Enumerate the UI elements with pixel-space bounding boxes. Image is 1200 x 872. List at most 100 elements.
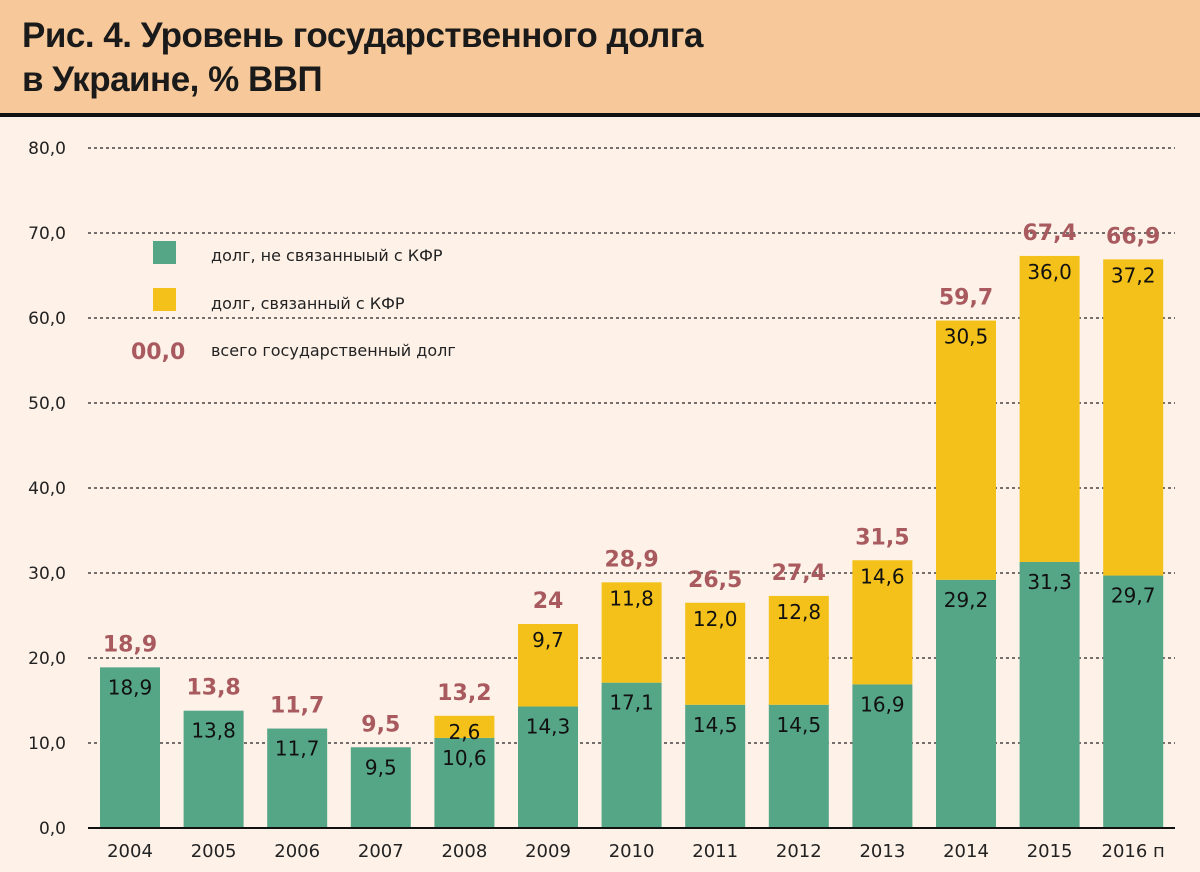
y-tick-label: 10,0 bbox=[28, 734, 66, 754]
total-label: 59,7 bbox=[939, 286, 993, 311]
bar-segment-non-kfr bbox=[350, 747, 411, 828]
y-tick-label: 0,0 bbox=[39, 819, 66, 839]
total-label: 27,4 bbox=[772, 561, 826, 586]
bar-segment-non-kfr bbox=[100, 667, 160, 828]
bar-segment-non-kfr bbox=[768, 704, 829, 828]
bar-segment-non-kfr bbox=[1103, 575, 1164, 828]
segment-label-non-kfr: 18,9 bbox=[108, 675, 153, 699]
total-label: 13,8 bbox=[186, 676, 240, 701]
bar-segment-kfr bbox=[852, 560, 913, 685]
x-tick-label: 2016 п bbox=[1102, 841, 1165, 862]
x-tick-label: 2015 bbox=[1027, 841, 1073, 862]
segment-label-kfr: 9,7 bbox=[532, 628, 564, 652]
y-tick-label: 70,0 bbox=[28, 224, 66, 244]
title-line-1: Рис. 4. Уровень государственного долга bbox=[22, 16, 703, 55]
bar-group-2013: 16,9 14,6 31,5 bbox=[852, 525, 913, 828]
bar-segment-kfr bbox=[685, 602, 746, 705]
y-tick-label: 50,0 bbox=[28, 394, 66, 414]
x-tick-label: 2004 bbox=[107, 841, 153, 862]
total-label: 28,9 bbox=[604, 547, 658, 572]
bar-group-2011: 14,5 12,0 26,5 bbox=[685, 568, 746, 828]
x-tick-label: 2013 bbox=[859, 841, 905, 862]
bar-group-2009: 14,3 9,7 24 bbox=[518, 589, 578, 828]
segment-label-non-kfr: 13,8 bbox=[191, 719, 236, 743]
y-tick-label: 20,0 bbox=[28, 649, 66, 669]
bar-segment-non-kfr bbox=[183, 710, 244, 828]
segment-label-non-kfr: 14,3 bbox=[526, 714, 571, 738]
total-label: 11,7 bbox=[270, 694, 324, 719]
legend: долг, не связанныый с КФР долг, связанны… bbox=[131, 241, 456, 365]
segment-label-kfr: 37,2 bbox=[1111, 263, 1156, 287]
segment-label-non-kfr: 9,5 bbox=[365, 755, 397, 779]
bar-group-2008: 10,62,6 13,2 bbox=[434, 681, 495, 828]
bar-group-2012: 14,5 12,8 27,4 bbox=[768, 561, 829, 828]
segment-label-non-kfr: 17,1 bbox=[609, 691, 654, 715]
segment-label-non-kfr: 11,7 bbox=[275, 737, 320, 761]
x-tick-label: 2014 bbox=[943, 841, 989, 862]
segment-label-kfr: 2,6 bbox=[448, 720, 480, 744]
legend-label-non-kfr: долг, не связанныый с КФР bbox=[211, 246, 443, 265]
legend-sample-total: 00,0 bbox=[131, 340, 185, 365]
bar-segment-non-kfr bbox=[936, 579, 996, 828]
bar-group-2010: 17,1 11,8 28,9 bbox=[601, 547, 662, 828]
segment-label-kfr: 12,8 bbox=[777, 600, 822, 624]
total-label: 66,9 bbox=[1106, 224, 1160, 249]
bar-segment-kfr bbox=[434, 715, 495, 738]
y-tick-label: 60,0 bbox=[28, 309, 66, 329]
bar-group-2016-п: 29,7 37,2 66,9 bbox=[1103, 224, 1164, 828]
bar-segment-kfr bbox=[768, 595, 829, 705]
segment-label-non-kfr: 29,2 bbox=[944, 588, 989, 612]
total-label: 67,4 bbox=[1022, 221, 1076, 246]
bar-segment-kfr bbox=[1103, 259, 1164, 576]
bar-segment-non-kfr bbox=[1019, 561, 1080, 828]
legend-swatch-kfr bbox=[153, 288, 176, 311]
bar-group-2015: 31,3 36,0 67,4 bbox=[1019, 221, 1080, 828]
legend-label-total: всего государственный долг bbox=[211, 341, 456, 360]
bar-segment-kfr bbox=[518, 624, 578, 707]
segment-label-kfr: 12,0 bbox=[693, 607, 738, 631]
bar-segment-non-kfr bbox=[267, 728, 328, 828]
y-tick-label: 30,0 bbox=[28, 564, 66, 584]
total-label: 18,9 bbox=[103, 632, 157, 657]
segment-label-non-kfr: 14,5 bbox=[777, 713, 822, 737]
x-tick-label: 2005 bbox=[191, 841, 237, 862]
x-tick-label: 2011 bbox=[692, 841, 738, 862]
segment-label-kfr: 14,6 bbox=[860, 564, 905, 588]
y-axis: 0,0 10,0 20,0 30,0 40,0 50,0 60,0 70,0 80,0 bbox=[28, 139, 66, 839]
bar-segment-non-kfr bbox=[685, 704, 746, 828]
bar-group-2014: 29,2 30,5 59,7 bbox=[936, 286, 996, 828]
total-label: 9,5 bbox=[361, 712, 400, 737]
legend-label-kfr: долг, связанный с КФР bbox=[211, 294, 405, 313]
chart-header: Рис. 4. Уровень государственного долга в… bbox=[0, 0, 1200, 117]
x-tick-label: 2009 bbox=[525, 841, 571, 862]
bar-segment-non-kfr bbox=[601, 682, 662, 828]
x-tick-label: 2012 bbox=[776, 841, 822, 862]
x-tick-label: 2006 bbox=[274, 841, 320, 862]
segment-label-kfr: 11,8 bbox=[609, 586, 654, 610]
bar-group-2004: 18,9 18,9 bbox=[100, 632, 160, 828]
total-label: 26,5 bbox=[688, 568, 742, 593]
segment-label-non-kfr: 31,3 bbox=[1027, 570, 1072, 594]
bars: 18,9 18,9 13,8 13,8 11,7 11,7 9,5 9,5 10,62,6 13,… bbox=[100, 221, 1164, 828]
segment-label-kfr: 36,0 bbox=[1027, 260, 1072, 284]
bar-segment-kfr bbox=[1019, 255, 1080, 562]
y-tick-label: 40,0 bbox=[28, 479, 66, 499]
x-axis: 2004 2005 2006 2007 2008 2009 2010 2011 2012 2013… bbox=[88, 827, 1175, 862]
segment-label-kfr: 30,5 bbox=[944, 325, 989, 349]
legend-swatch-non-kfr bbox=[153, 241, 176, 264]
y-tick-label: 80,0 bbox=[28, 139, 66, 159]
bar-group-2007: 9,5 9,5 bbox=[350, 712, 411, 828]
x-tick-label: 2010 bbox=[609, 841, 655, 862]
total-label: 31,5 bbox=[855, 525, 909, 550]
x-tick-label: 2007 bbox=[358, 841, 404, 862]
bar-segment-non-kfr bbox=[518, 706, 578, 828]
title-line-2: в Украине, % ВВП bbox=[22, 60, 323, 99]
x-tick-label: 2008 bbox=[441, 841, 487, 862]
bar-group-2005: 13,8 13,8 bbox=[183, 676, 244, 828]
segment-label-non-kfr: 16,9 bbox=[860, 692, 905, 716]
bar-segment-kfr bbox=[936, 320, 996, 580]
total-label: 24 bbox=[533, 589, 564, 614]
debt-chart: 0,0 10,0 20,0 30,0 40,0 50,0 60,0 70,0 80,0 18,9… bbox=[28, 139, 1175, 862]
total-label: 13,2 bbox=[437, 681, 491, 706]
segment-label-non-kfr: 29,7 bbox=[1111, 584, 1156, 608]
